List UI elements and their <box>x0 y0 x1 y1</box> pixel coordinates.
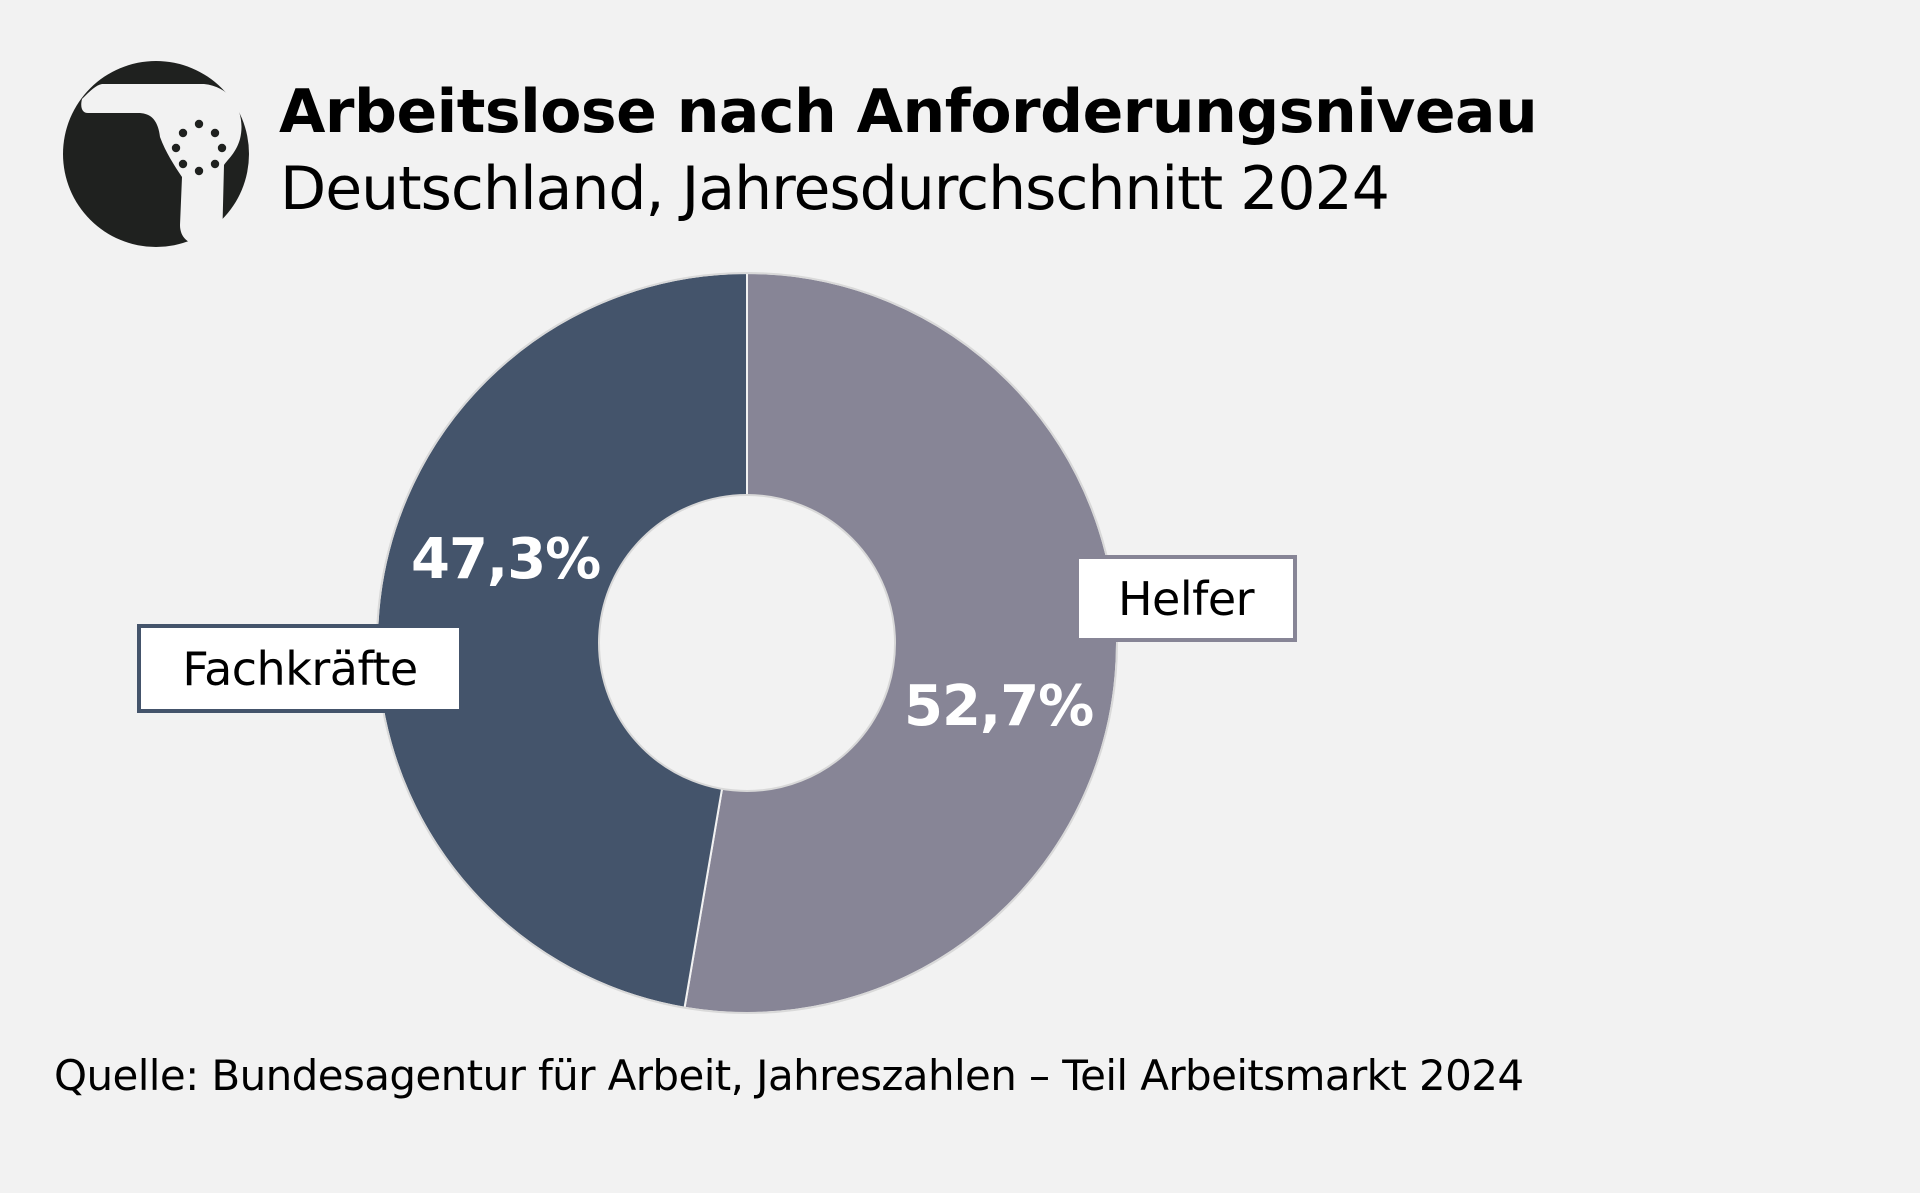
slice-label-fachkraefte: Fachkräfte <box>137 624 463 713</box>
slice-name-helfer: Helfer <box>1117 571 1255 626</box>
chart-title: Arbeitslose nach Anforderungsniveau <box>279 77 1538 147</box>
shower-head-icon <box>63 61 249 247</box>
value-label-helfer: 52,7% <box>904 674 1094 739</box>
chart-subtitle: Deutschland, Jahresdurchschnitt 2024 <box>280 154 1390 224</box>
donut-hole <box>598 494 896 792</box>
value-label-fachkraefte: 47,3% <box>411 527 601 592</box>
slice-label-helfer: Helfer <box>1075 555 1297 642</box>
source-note: Quelle: Bundesagentur für Arbeit, Jahres… <box>54 1051 1524 1100</box>
slice-name-fachkraefte: Fachkräfte <box>182 641 418 696</box>
